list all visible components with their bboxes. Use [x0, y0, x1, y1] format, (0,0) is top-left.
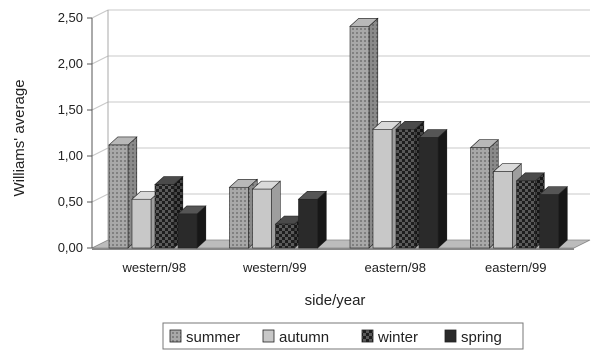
- bar-front: [108, 144, 129, 249]
- bar: [108, 136, 138, 249]
- y-tick-label: 0,50: [58, 194, 83, 209]
- y-tick-label: 1,50: [58, 102, 83, 117]
- bar-front: [177, 213, 198, 249]
- bar-front: [131, 198, 152, 249]
- y-tick-label: 2,00: [58, 56, 83, 71]
- bar-side: [558, 185, 568, 249]
- legend-swatch: [169, 329, 182, 343]
- y-tick-label: 0,00: [58, 240, 83, 255]
- y-tick-label: 1,00: [58, 148, 83, 163]
- bar: [177, 205, 207, 249]
- chart-floor-edge: [92, 248, 574, 250]
- bar-front: [298, 198, 318, 249]
- bar-front: [252, 188, 272, 249]
- bar-front: [395, 129, 416, 249]
- x-tick-label: eastern/99: [485, 260, 546, 275]
- legend-item: spring: [444, 329, 502, 346]
- bar-front: [493, 171, 513, 249]
- x-tick-label: eastern/98: [365, 260, 426, 275]
- legend-swatch: [444, 329, 457, 343]
- x-tick-label: western/99: [242, 260, 307, 275]
- legend-item: summer: [169, 329, 240, 346]
- bar-side: [437, 128, 448, 249]
- gridline-diagonal: [91, 193, 109, 203]
- legend-label: winter: [377, 329, 418, 346]
- x-tick-label: western/98: [121, 260, 186, 275]
- bar-front: [229, 186, 249, 249]
- bar-front: [516, 180, 536, 249]
- bar: [154, 175, 184, 249]
- bar-front: [372, 129, 393, 249]
- bar-side: [317, 190, 327, 249]
- legend-swatch: [361, 329, 374, 343]
- bar: [297, 190, 328, 249]
- legend-frame: [162, 322, 524, 350]
- bar-front: [470, 147, 490, 249]
- legend-item: winter: [361, 329, 418, 346]
- gridline-diagonal: [91, 55, 109, 65]
- bar-front: [418, 137, 439, 249]
- legend-swatch: [262, 329, 275, 343]
- bar-front: [349, 25, 370, 249]
- bar: [538, 185, 569, 249]
- legend: summer autumn winter spring: [162, 322, 524, 350]
- gridline-diagonal: [91, 101, 109, 111]
- legend-label: spring: [461, 329, 502, 346]
- bar: [418, 128, 448, 249]
- bar-front: [154, 184, 175, 249]
- gridline-diagonal: [91, 147, 109, 157]
- legend-label: autumn: [279, 329, 329, 346]
- y-axis-title: Williams' average: [11, 79, 28, 196]
- legend-label: summer: [186, 329, 240, 346]
- bar-front: [539, 194, 559, 249]
- gridline-diagonal: [91, 9, 109, 19]
- legend-item: autumn: [262, 329, 329, 346]
- x-axis-title: side/year: [305, 292, 366, 309]
- y-tick-label: 2,50: [58, 10, 83, 25]
- bar-front: [275, 223, 295, 249]
